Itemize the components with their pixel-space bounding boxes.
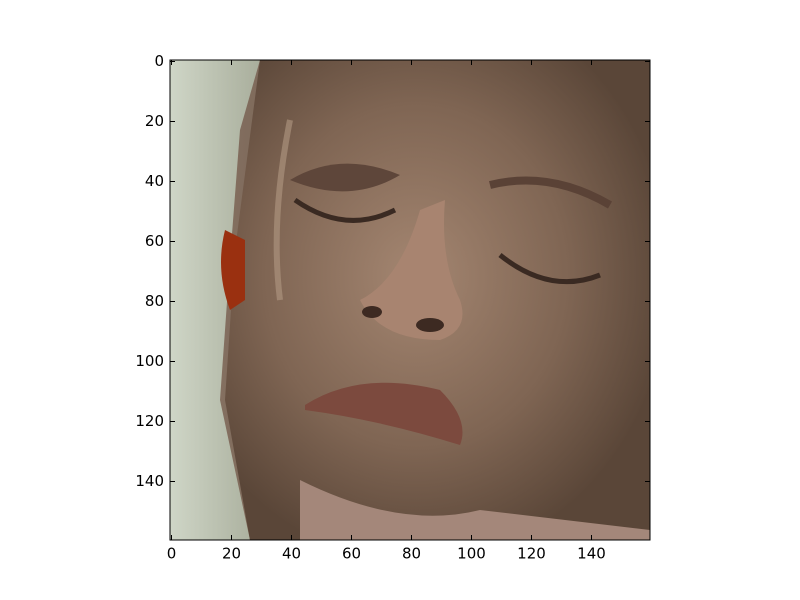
y-tick-label: 100	[135, 352, 164, 370]
x-tick-label: 20	[222, 545, 241, 563]
x-tick-label: 100	[457, 545, 486, 563]
x-tick-label: 80	[402, 545, 421, 563]
y-tick-label: 20	[145, 112, 164, 130]
y-tick-label: 120	[135, 412, 164, 430]
y-tick-label: 140	[135, 472, 164, 490]
x-tick-label: 0	[167, 545, 177, 563]
x-tick-label: 60	[342, 545, 361, 563]
x-tick-label: 140	[577, 545, 606, 563]
y-tick-label: 60	[145, 232, 164, 250]
y-tick-label: 80	[145, 292, 164, 310]
x-tick-label: 40	[282, 545, 301, 563]
image	[170, 60, 650, 540]
y-tick-label: 40	[145, 172, 164, 190]
y-tick-label: 0	[154, 52, 164, 70]
axes-frame	[169, 59, 651, 541]
x-tick-label: 120	[517, 545, 546, 563]
